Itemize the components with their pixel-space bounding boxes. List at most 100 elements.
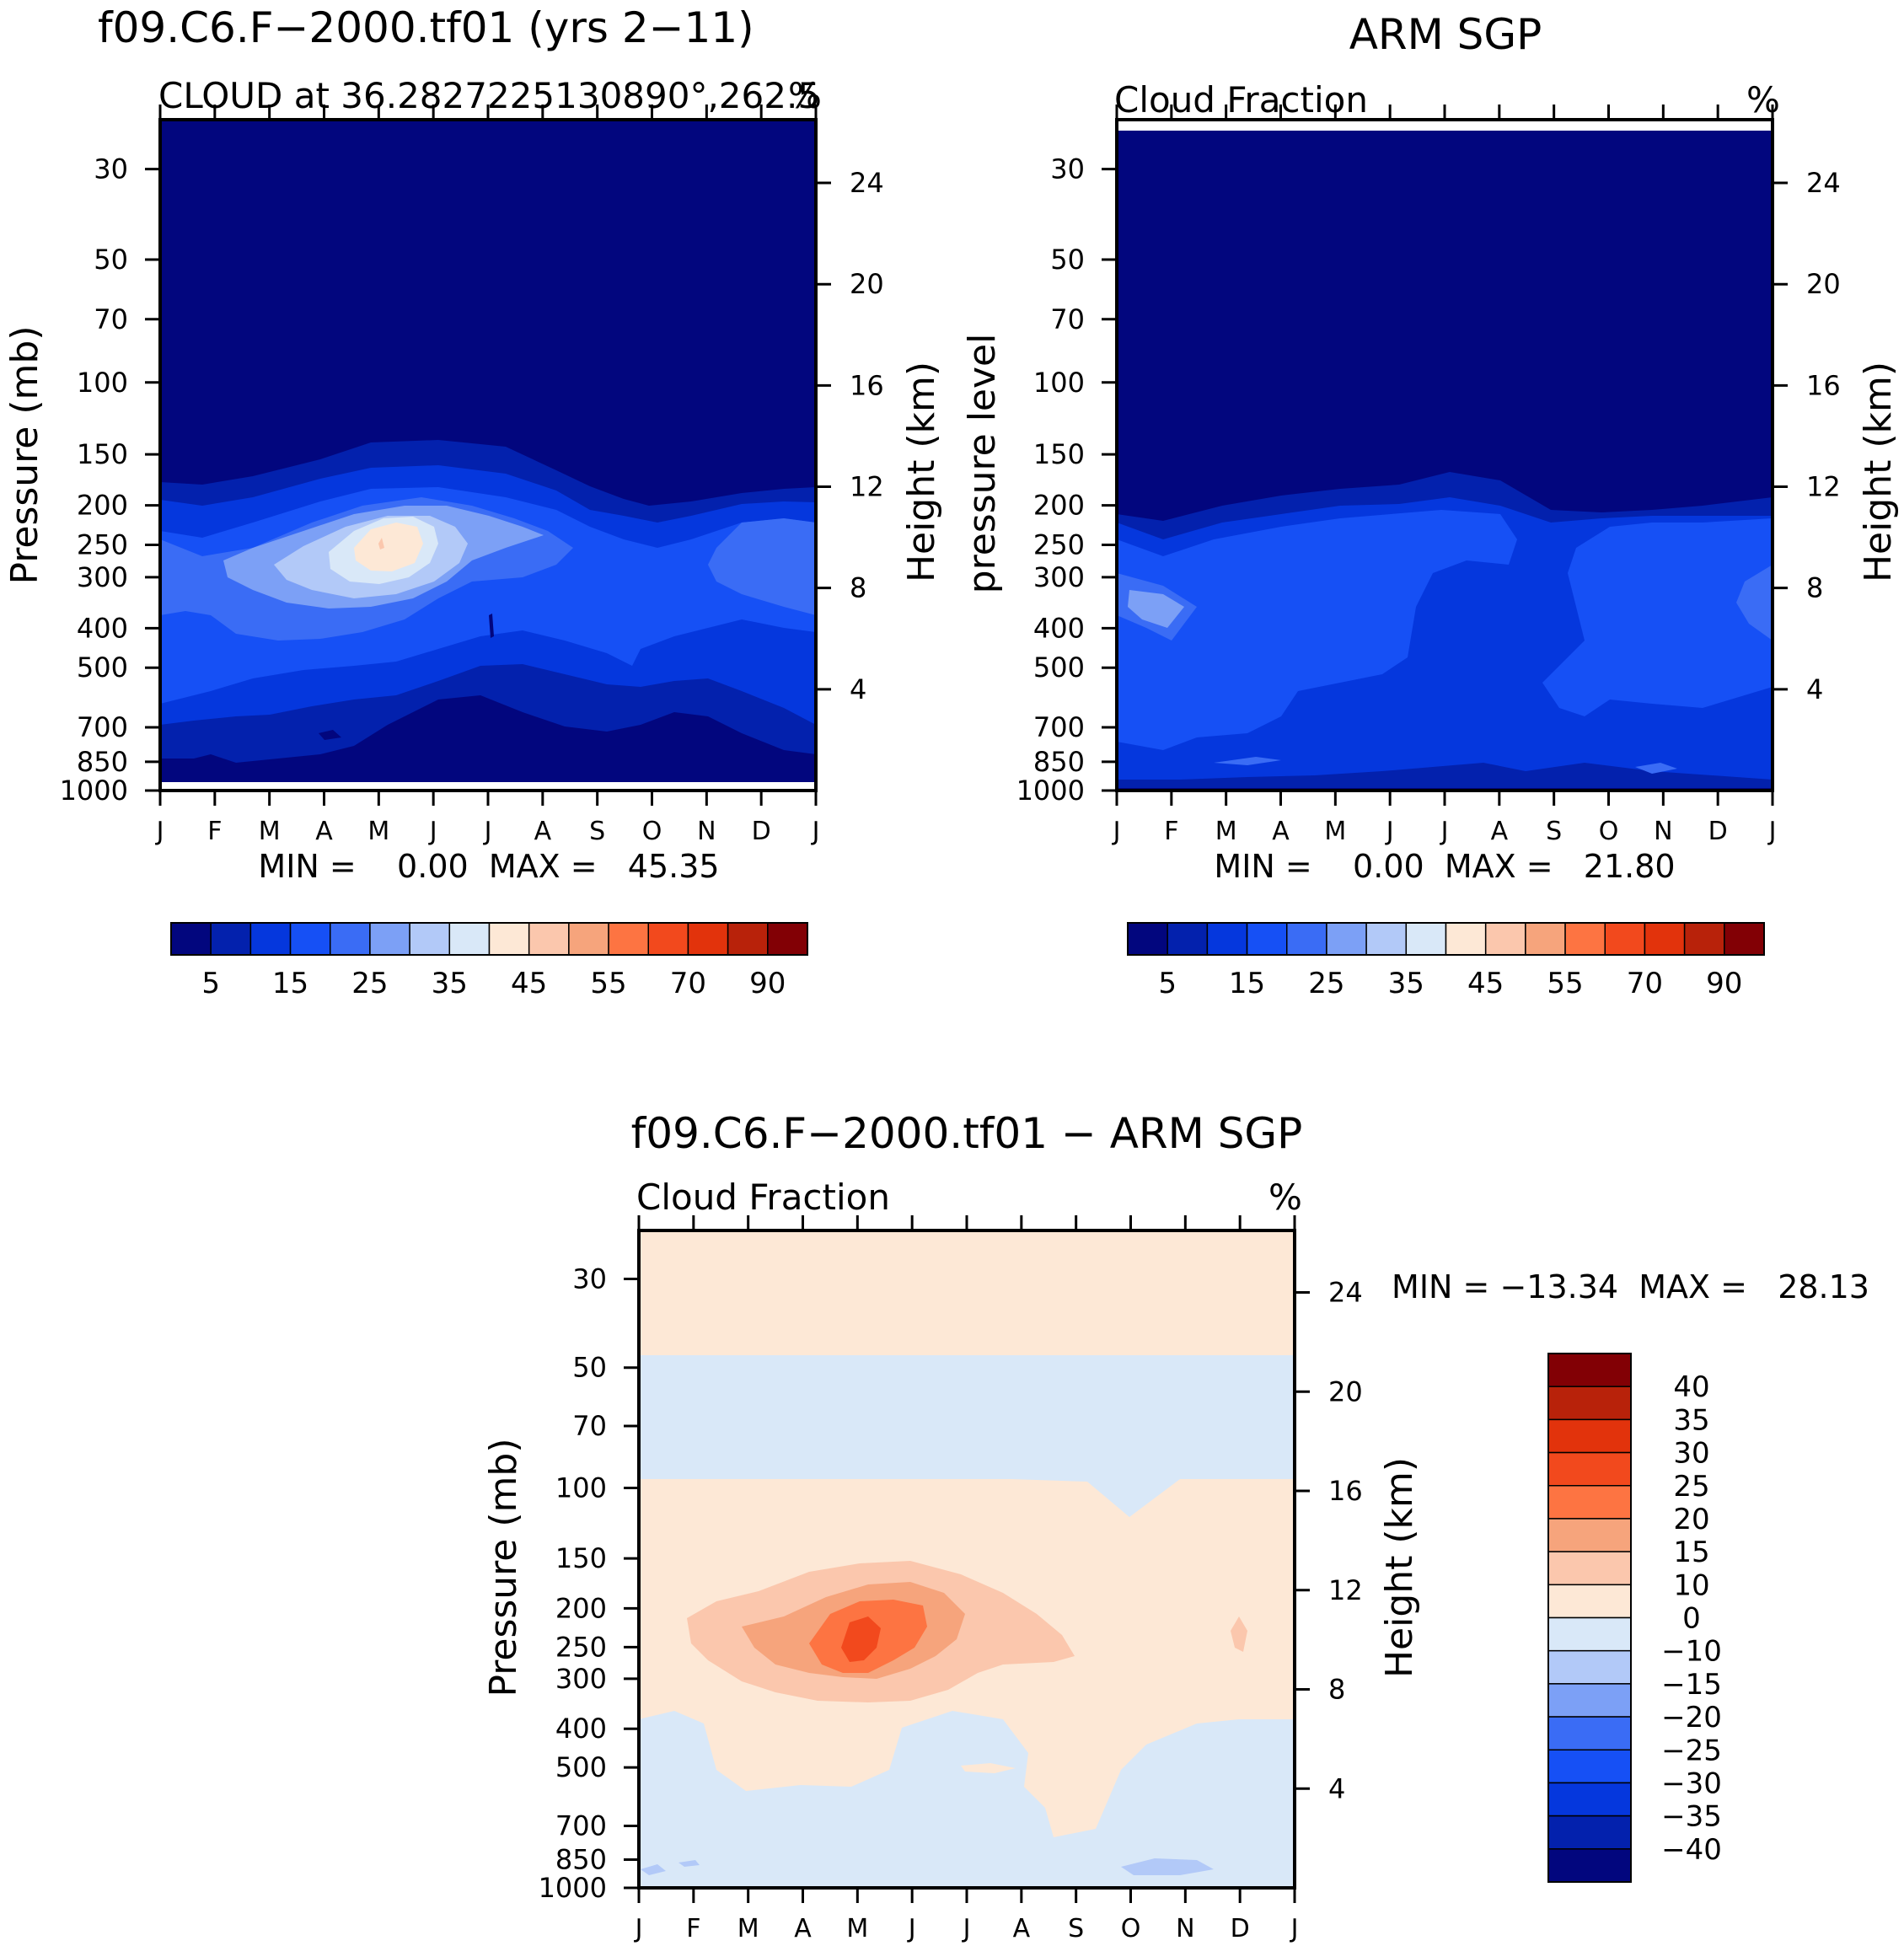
- panel2-x-tick-label: A: [1491, 817, 1509, 846]
- panel1-y-tick-label: 400: [77, 612, 128, 644]
- panel3-colorbar-swatch: [1547, 1485, 1632, 1520]
- panel2-colorbar-swatch: [1644, 922, 1686, 956]
- panel1-height-tick-label: 8: [850, 572, 866, 604]
- panel2-colorbar-swatch: [1167, 922, 1209, 956]
- panel3-y-tick-label: 30: [572, 1262, 607, 1295]
- panel2-y-tick-label: 150: [1033, 438, 1085, 470]
- panel3-colorbar-label: 15: [1673, 1536, 1709, 1569]
- panel3-colorbar-label: −20: [1661, 1701, 1722, 1734]
- panel3-y-tick-label: 250: [555, 1631, 607, 1663]
- panel1-y-tick-label: 200: [77, 490, 128, 522]
- panel3-height-tick-label: 4: [1328, 1772, 1345, 1804]
- panel3-colorbar-swatch: [1547, 1418, 1632, 1454]
- panel2-colorbar-swatch: [1405, 922, 1447, 956]
- panel3-x-tick-label: O: [1121, 1914, 1141, 1943]
- panel2-height-tick-label: 20: [1806, 268, 1841, 300]
- panel3-colorbar-label: 35: [1673, 1403, 1709, 1437]
- panel3-colorbar-label: −40: [1661, 1833, 1722, 1867]
- panel3-height-tick-label: 24: [1328, 1277, 1363, 1309]
- panel2-height-tick-label: 16: [1806, 369, 1841, 401]
- panel2-colorbar-label: 90: [1706, 967, 1742, 1000]
- panel3-x-tick-label: A: [1013, 1914, 1031, 1943]
- panel3-y-tick-label: 100: [555, 1472, 607, 1504]
- panel3-y-tick-label: 150: [555, 1542, 607, 1574]
- panel3-colorbar-swatch: [1547, 1683, 1632, 1718]
- panel2-y-tick-label: 30: [1050, 153, 1085, 185]
- panel2-colorbar-swatch: [1206, 922, 1248, 956]
- panel1-colorbar-swatch: [608, 922, 649, 956]
- panel1-colorbar-swatch: [289, 922, 331, 956]
- panel1-ylabel-left: Pressure (mb): [3, 326, 46, 585]
- panel2-colorbar-frame: [1127, 922, 1765, 956]
- panel3-colorbar-frame: [1547, 1353, 1632, 1883]
- panel1-y-tick-label: 850: [77, 746, 128, 778]
- panel1-y-tick-label: 100: [77, 367, 128, 399]
- panel3-colorbar-label: −15: [1661, 1668, 1722, 1702]
- panel2-colorbar-label: 45: [1467, 967, 1504, 1000]
- panel2-colorbar-swatch: [1525, 922, 1566, 956]
- panel3-colorbar-label: 0: [1682, 1602, 1701, 1636]
- panel2-colorbar-swatch: [1365, 922, 1408, 956]
- panel3-x-tick-label: S: [1068, 1914, 1084, 1943]
- panel3-x-tick-label: J: [907, 1914, 916, 1943]
- panel1-title: f09.C6.F−2000.tf01 (yrs 2−11): [98, 3, 754, 52]
- panel3-colorbar-label: −25: [1661, 1734, 1722, 1767]
- panel1-height-tick-label: 16: [850, 369, 884, 401]
- panel3-colorbar-swatch: [1547, 1551, 1632, 1586]
- panel3-colorbar-label: 30: [1673, 1437, 1709, 1471]
- panel3-y-tick-label: 1000: [539, 1872, 607, 1904]
- panel2-ylabel-left: pressure level: [961, 334, 1004, 594]
- panel3-colorbar-label: −35: [1661, 1800, 1722, 1834]
- panel2-colorbar-swatch: [1445, 922, 1487, 956]
- panel3-colorbar-label: −30: [1661, 1766, 1722, 1800]
- panel3-colorbar-swatch: [1547, 1848, 1632, 1883]
- panel1-colorbar-swatch: [448, 922, 491, 956]
- panel2-plot-area: [1115, 118, 1774, 792]
- panel3-x-tick-label: J: [1290, 1914, 1299, 1943]
- panel1-x-tick-label: S: [589, 817, 605, 846]
- panel1-y-tick-label: 300: [77, 561, 128, 593]
- panel2-colorbar-swatch: [1564, 922, 1606, 956]
- panel1-colorbar-swatch: [568, 922, 609, 956]
- panel1-x-tick-label: J: [811, 817, 820, 846]
- panel-obs: ARM SGP Cloud Fraction % J F M A M J J A S O N D J 3…: [961, 10, 1900, 1000]
- panel3-ylabel-right: Height (km): [1378, 1457, 1421, 1678]
- panel3-minmax: MIN = −13.34 MAX = 28.13: [1392, 1268, 1869, 1305]
- panel2-y-tick-label: 850: [1033, 746, 1085, 778]
- panel1-colorbar-swatch: [369, 922, 410, 956]
- panel3-x-tick-label: N: [1176, 1914, 1194, 1943]
- panel3-y-tick-label: 50: [572, 1352, 607, 1384]
- panel2-y-tick-label: 400: [1033, 612, 1085, 644]
- panel2-y-tick-label: 50: [1050, 244, 1085, 276]
- panel1-x-tick-label: A: [534, 817, 552, 846]
- panel2-colorbar-label: 25: [1308, 967, 1344, 1000]
- panel2-colorbar-swatch: [1286, 922, 1327, 956]
- panel2-colorbar-swatch: [1724, 922, 1765, 956]
- panel1-colorbar-swatch: [330, 922, 371, 956]
- panel1-colorbar-label: 45: [511, 967, 547, 1000]
- panel3-x-tick-label: J: [634, 1914, 643, 1943]
- panel1-colorbar-swatch: [528, 922, 570, 956]
- panel3-x-tick-label: M: [846, 1914, 868, 1943]
- panel3-height-tick-label: 16: [1328, 1475, 1363, 1507]
- panel2-x-tick-label: O: [1599, 817, 1619, 846]
- panel2-height-tick-label: 4: [1806, 673, 1823, 705]
- panel-model: f09.C6.F−2000.tf01 (yrs 2−11) CLOUD at 3…: [3, 3, 943, 1000]
- panel2-colorbar-swatch: [1683, 922, 1725, 956]
- panel2-x-tick-label: J: [1112, 817, 1121, 846]
- panel2-height-tick-label: 12: [1806, 471, 1841, 503]
- panel1-contour-40: [354, 523, 423, 571]
- panel2-height-tick-label: 8: [1806, 572, 1823, 604]
- panel3-subtitle-left: Cloud Fraction: [636, 1177, 890, 1218]
- panel2-y-tick-label: 1000: [1016, 775, 1085, 807]
- panel1-x-tick-label: J: [155, 817, 164, 846]
- panel3-x-tick-label: M: [737, 1914, 759, 1943]
- panel1-height-tick-label: 4: [850, 673, 866, 705]
- panel2-x-tick-label: F: [1164, 817, 1178, 846]
- panel2-y-tick-label: 100: [1033, 367, 1085, 399]
